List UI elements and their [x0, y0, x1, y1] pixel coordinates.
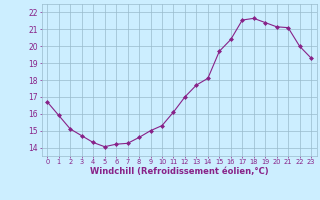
- X-axis label: Windchill (Refroidissement éolien,°C): Windchill (Refroidissement éolien,°C): [90, 167, 268, 176]
